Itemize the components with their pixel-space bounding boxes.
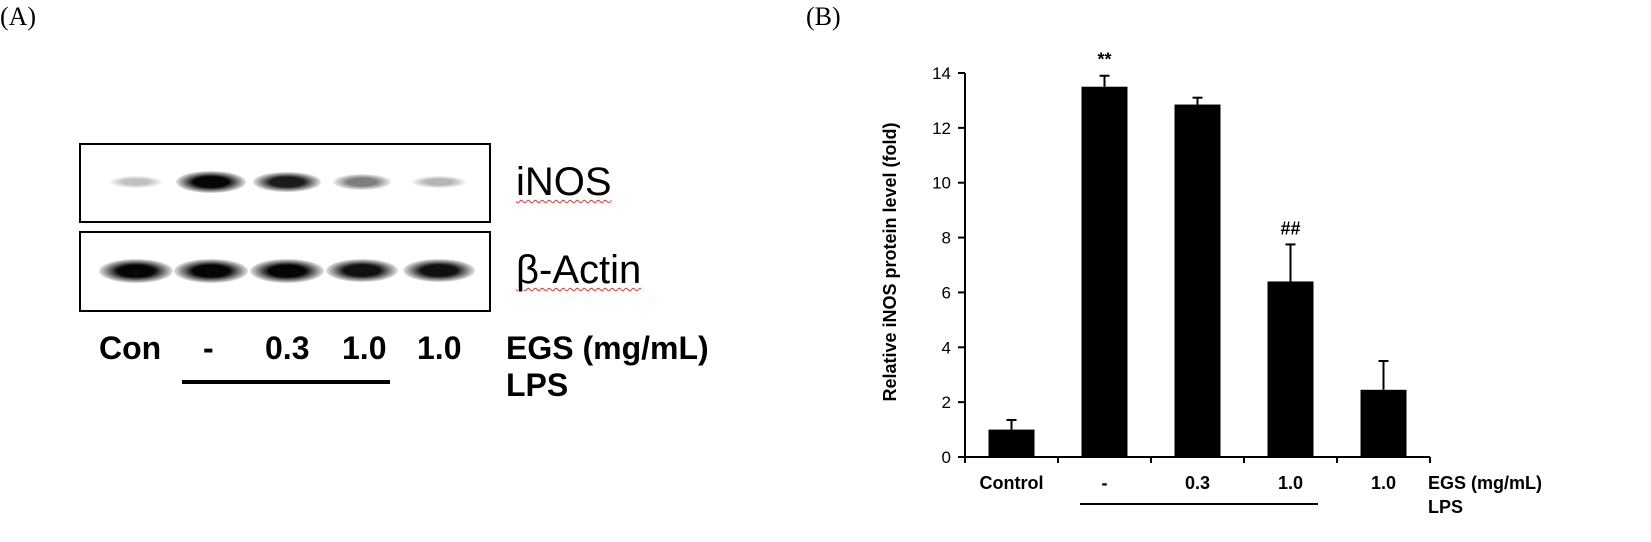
lane-label-con: Con (99, 330, 162, 366)
x-category-label: 0.3 (1185, 473, 1210, 493)
egs-label-b: EGS (mg/mL) (1428, 473, 1542, 493)
lps-label-a: LPS (506, 367, 569, 403)
actin-blot (79, 231, 491, 312)
actin-band-2 (174, 258, 248, 283)
bar-5 (1360, 389, 1407, 457)
inos-blot (79, 143, 491, 223)
lane-label-1-0-a: 1.0 (342, 330, 387, 366)
lane-label-lps: - (203, 330, 214, 366)
actin-band-4 (325, 258, 399, 283)
x-category-label: 1.0 (1371, 473, 1396, 493)
bar-2 (1081, 86, 1128, 457)
egs-label-a: EGS (mg/mL) (506, 330, 709, 366)
y-tick-label: 2 (942, 393, 951, 412)
x-category-label: 1.0 (1278, 473, 1303, 493)
y-tick-label: 6 (942, 283, 951, 302)
significance-label: ** (1097, 50, 1111, 70)
bar-3 (1174, 104, 1221, 458)
significance-label: ## (1280, 218, 1300, 238)
bar-1 (988, 429, 1035, 457)
inos-band-4 (332, 174, 392, 190)
panel-b-label: (B) (806, 2, 841, 31)
panel-a-label: (A) (0, 2, 37, 31)
lps-line-a (182, 380, 390, 384)
x-category-label: - (1102, 473, 1108, 493)
y-tick-label: 12 (932, 119, 951, 138)
actin-label: β-Actin (516, 248, 642, 292)
y-tick-label: 0 (942, 448, 951, 467)
inos-band-5 (412, 175, 466, 189)
inos-label: iNOS (516, 160, 612, 204)
y-tick-label: 14 (932, 64, 951, 83)
actin-band-1 (99, 258, 173, 283)
lane-label-1-0-b: 1.0 (417, 330, 462, 366)
actin-band-5 (402, 258, 476, 283)
inos-band-3 (253, 171, 321, 193)
y-tick-label: 8 (942, 229, 951, 248)
lane-label-0-3: 0.3 (265, 330, 310, 366)
y-axis-label: Relative iNOS protein level (fold) (880, 122, 900, 401)
y-tick-label: 10 (932, 174, 951, 193)
lps-label-b: LPS (1428, 497, 1463, 517)
inos-band-1 (109, 176, 163, 188)
inos-band-2 (176, 171, 246, 193)
y-tick-label: 4 (942, 338, 951, 357)
x-category-label: Control (980, 473, 1044, 493)
bar-4 (1267, 281, 1314, 457)
actin-band-3 (250, 258, 324, 283)
